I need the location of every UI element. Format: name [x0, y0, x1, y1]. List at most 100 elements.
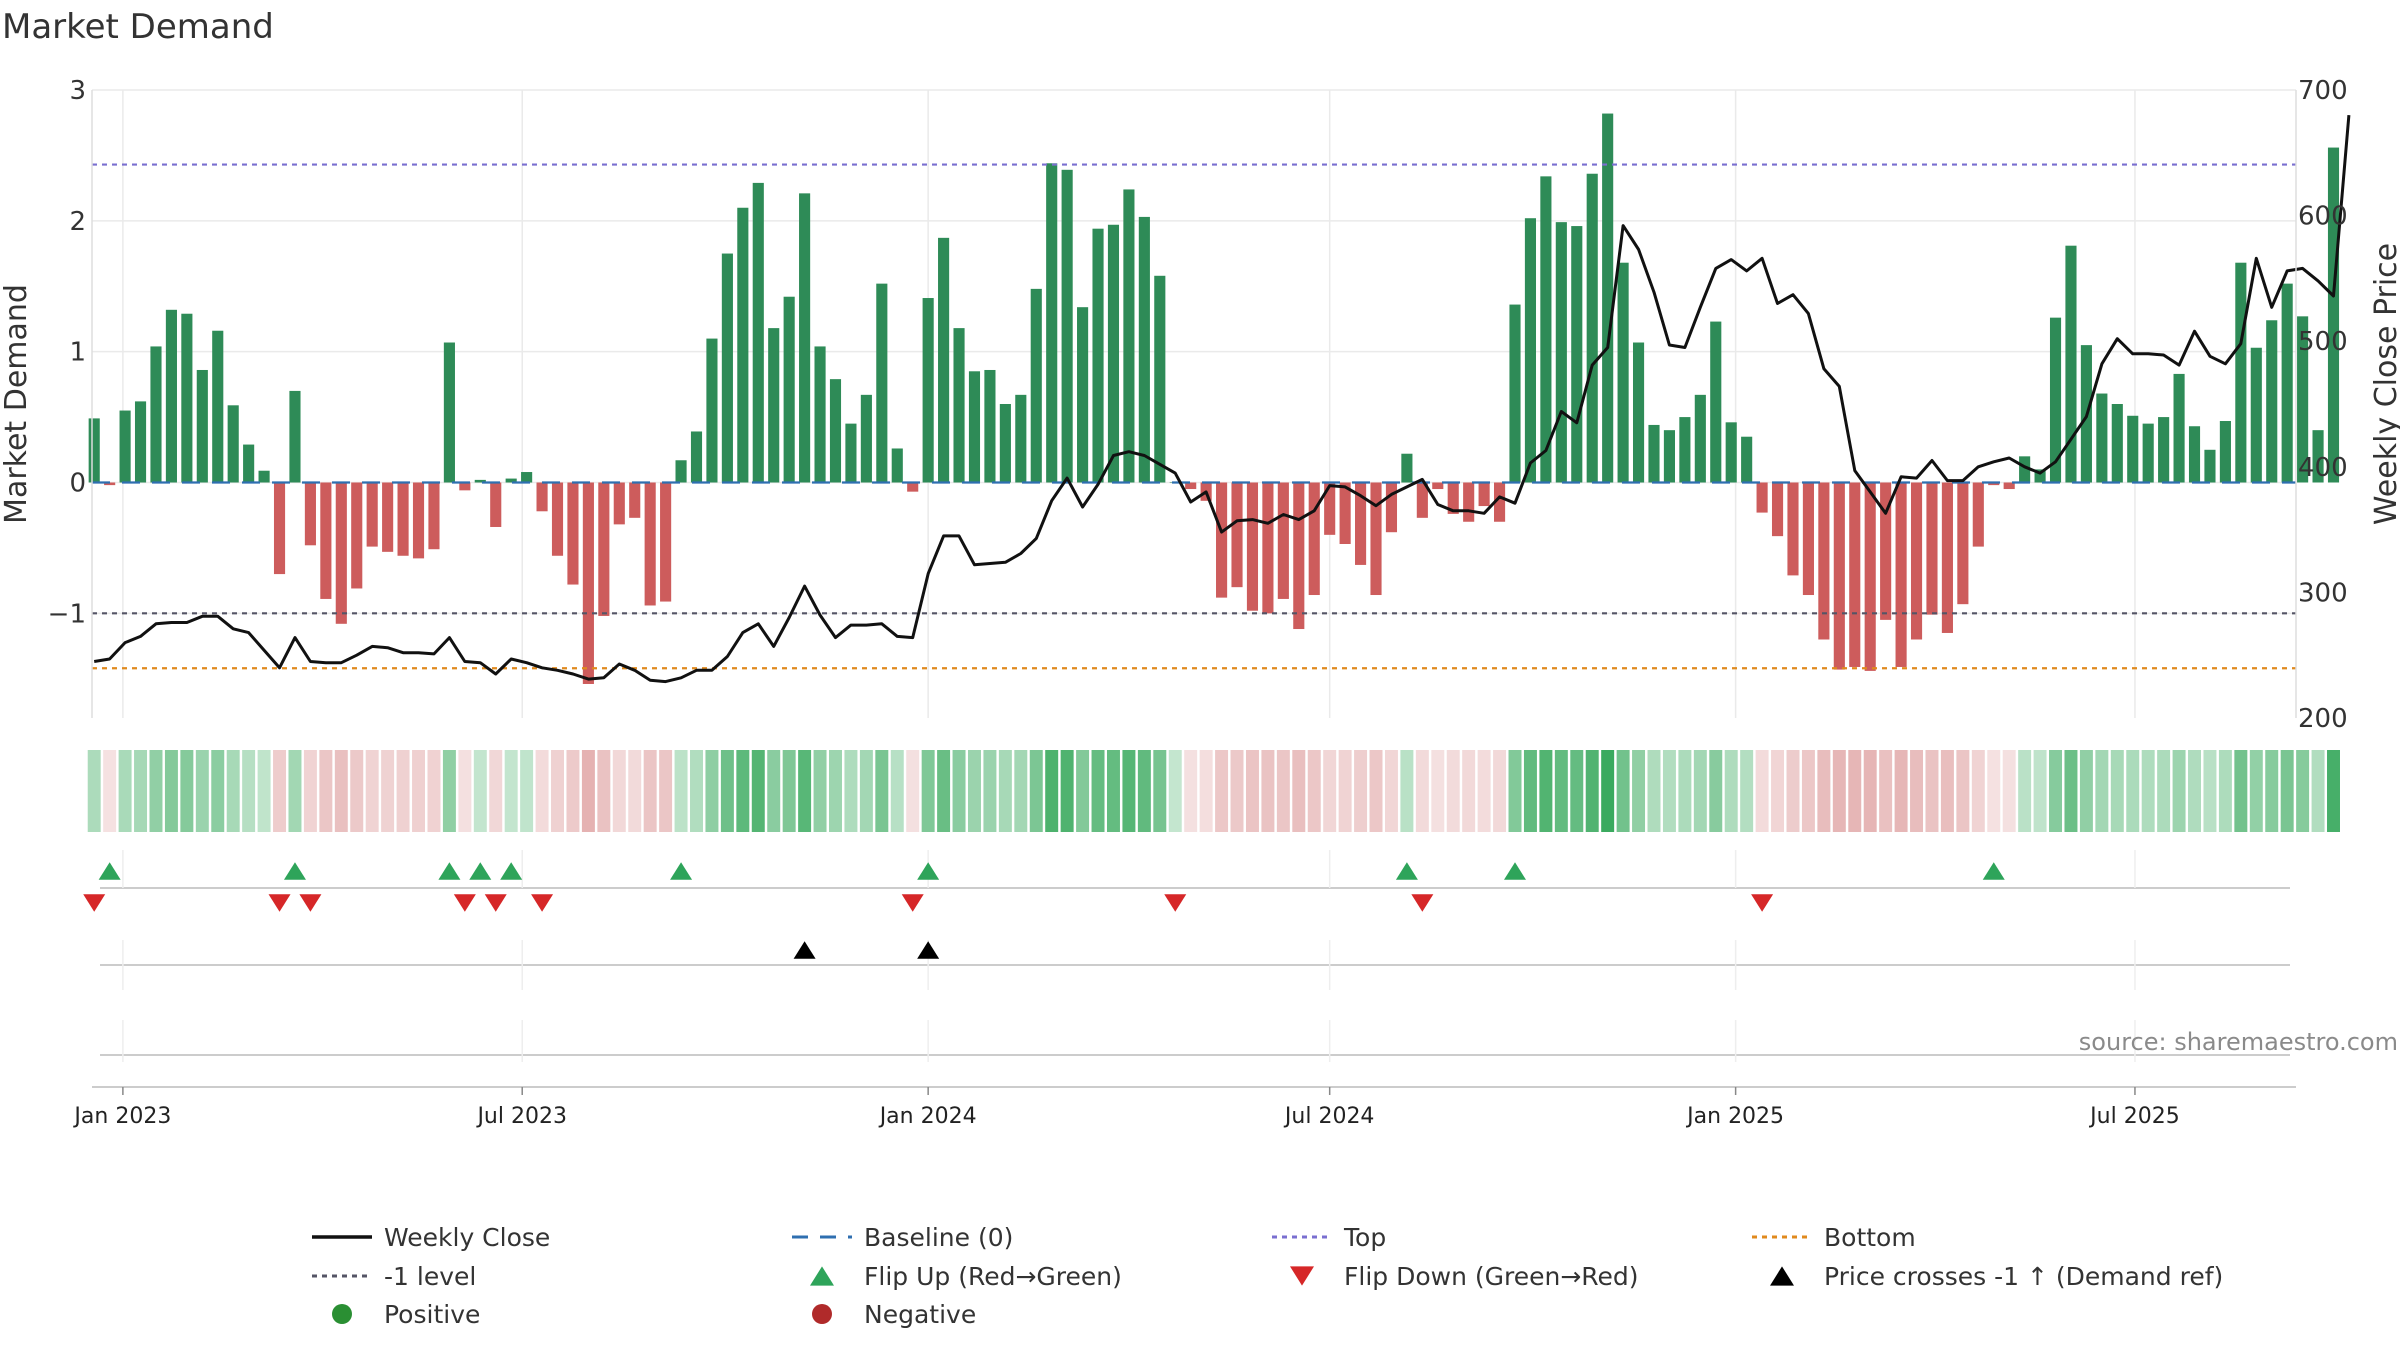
heat-cell [2327, 750, 2340, 832]
heat-cell [1863, 750, 1877, 832]
x-tick-label: Jul 2025 [2088, 1104, 2180, 1129]
demand-bar-negative [1463, 482, 1475, 522]
flip-down-marker [299, 894, 322, 912]
demand-bar-negative [1262, 482, 1274, 614]
heat-cell [2126, 750, 2140, 832]
demand-bar-positive [1015, 394, 1027, 483]
legend-label: Baseline (0) [864, 1223, 1013, 1252]
heat-cell [1446, 750, 1460, 832]
x-axis: Jan 2023 Jul 2023 Jan 2024 Jul 2024 Jan 2025… [72, 1086, 2296, 1129]
heat-cell [906, 750, 920, 832]
legend-label: Price crosses -1 ↑ (Demand ref) [1824, 1262, 2223, 1291]
heat-cell [1848, 750, 1862, 832]
demand-bar-positive [2235, 262, 2247, 483]
legend-label: Positive [384, 1300, 480, 1329]
heat-cell [844, 750, 858, 832]
demand-bar-positive [799, 193, 811, 483]
demand-bar-positive [860, 394, 872, 483]
legend-label: Flip Down (Green→Red) [1344, 1262, 1639, 1291]
demand-bar-positive [1123, 189, 1135, 483]
heat-cell [2265, 750, 2279, 832]
demand-bar-positive [1617, 262, 1629, 483]
demand-bar-positive [938, 237, 950, 483]
legend-label: Negative [864, 1300, 976, 1329]
heat-cell [242, 750, 256, 832]
legend-item: Negative [812, 1300, 976, 1329]
legend-swatch-circle [812, 1304, 832, 1324]
heat-cell [1709, 750, 1723, 832]
demand-bar-positive [2297, 316, 2309, 483]
demand-bar-negative [1432, 482, 1444, 490]
heat-cell [1971, 750, 1985, 832]
demand-bar-negative [1385, 482, 1398, 533]
y-left-tick-label: 3 [69, 76, 86, 106]
demand-bar-negative [304, 482, 316, 546]
demand-bar-positive [443, 342, 455, 483]
demand-bar-negative [1231, 482, 1243, 588]
y-right-axis-title: Weekly Close Price [2369, 243, 2400, 525]
heat-cell [1662, 750, 1676, 832]
demand-bar-negative [1849, 482, 1861, 667]
heat-cell [1925, 750, 1939, 832]
demand-bar-positive [134, 401, 147, 483]
demand-bar-negative [1771, 482, 1784, 537]
demand-bar-negative [428, 482, 440, 550]
demand-bar-negative [1910, 482, 1923, 640]
price-cross-marker [917, 941, 940, 959]
legend-swatch-circle [332, 1304, 352, 1324]
heat-cell [2110, 750, 2124, 832]
y-left-tick-label: 1 [69, 338, 86, 368]
demand-bar-positive [150, 346, 162, 483]
legend-label: Flip Up (Red→Green) [864, 1262, 1122, 1291]
demand-bar-negative [1957, 482, 1969, 605]
demand-bar-positive [165, 309, 177, 483]
heat-cell [1431, 750, 1445, 832]
demand-bar-positive [2034, 469, 2046, 483]
heat-cell [736, 750, 750, 832]
heat-cell [1323, 750, 1337, 832]
flip-up-marker [1982, 862, 2005, 880]
heat-cell [319, 750, 333, 832]
heat-cell [937, 750, 951, 832]
heat-cell [1771, 750, 1785, 832]
heat-cell [2079, 750, 2093, 832]
heat-cell [2203, 750, 2217, 832]
heat-cell [504, 750, 518, 832]
demand-bar-positive [2188, 426, 2201, 483]
demand-bar-positive [891, 448, 903, 483]
heat-cell [1616, 750, 1630, 832]
demand-bar-negative [1478, 482, 1490, 507]
source-note: source: sharemaestro.com [2079, 1028, 2398, 1056]
heat-cell [782, 750, 796, 832]
heat-cell [1029, 750, 1043, 832]
heat-cell [767, 750, 781, 832]
heat-cell [1523, 750, 1537, 832]
heat-cell [350, 750, 364, 832]
heat-cell [427, 750, 441, 832]
demand-bar-negative [1324, 482, 1336, 535]
demand-bar-positive [2250, 347, 2262, 483]
y-right-tick-label: 600 [2298, 202, 2348, 232]
heat-cell [998, 750, 1012, 832]
heat-cell [983, 750, 997, 832]
heat-cell [2234, 750, 2248, 832]
legend-swatch-tri-up [1770, 1266, 1794, 1286]
heat-cell [1184, 750, 1198, 832]
heat-cell [195, 750, 209, 832]
heat-cell [674, 750, 688, 832]
x-tick-label: Jul 2024 [1283, 1104, 1375, 1129]
demand-bars [88, 113, 2340, 684]
demand-bar-negative [1880, 482, 1892, 620]
y-left-axis-title: Market Demand [0, 284, 34, 524]
demand-bar-negative [351, 482, 363, 589]
heat-cell [1832, 750, 1846, 832]
heat-cell [1060, 750, 1074, 832]
heat-cell [1554, 750, 1568, 832]
demand-bar-negative [1756, 482, 1768, 513]
heat-cell [1199, 750, 1213, 832]
demand-bar-positive [1540, 176, 1552, 483]
demand-bar-negative [1895, 482, 1907, 667]
heat-cell [1786, 750, 1800, 832]
legend-label: Bottom [1824, 1223, 1916, 1252]
